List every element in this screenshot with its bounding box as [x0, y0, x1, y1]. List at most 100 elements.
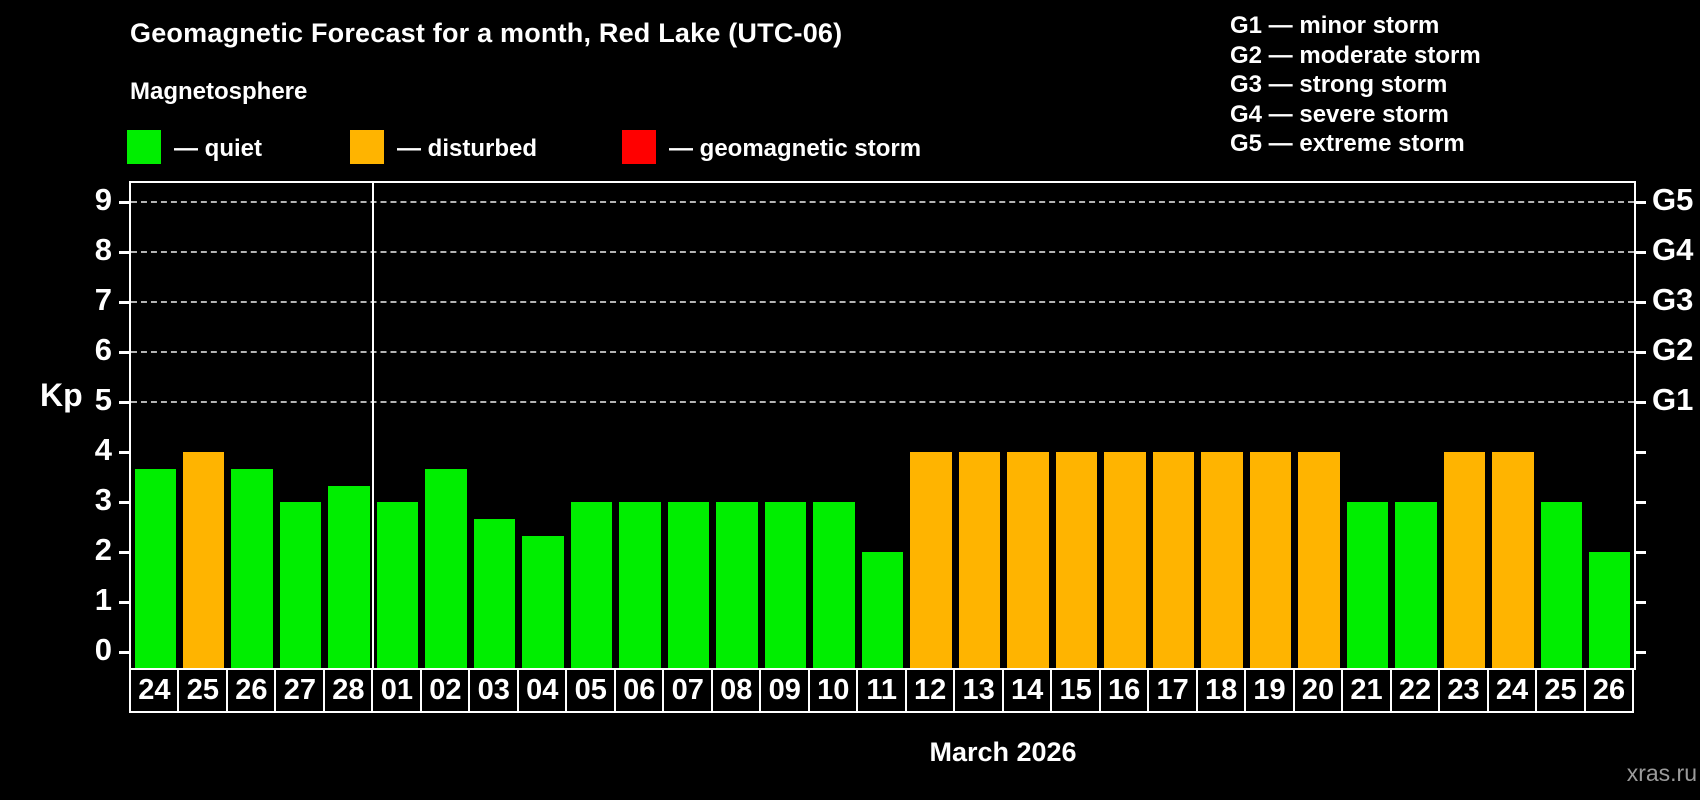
- kp-tick-label-3: 3: [94, 482, 112, 517]
- kp-tick-left: [119, 350, 129, 354]
- kp-bar-10: [813, 502, 855, 668]
- kp-bar-11: [861, 552, 904, 668]
- kp-tick-right: [1636, 550, 1646, 554]
- kp-tick-right: [1636, 600, 1646, 604]
- date-label-4: 28: [322, 668, 374, 713]
- kp-bar-08: [716, 502, 758, 668]
- date-label-2: 26: [225, 668, 277, 713]
- gridline-g2: [131, 351, 1634, 353]
- g-tick-label-g1: G1: [1652, 382, 1694, 417]
- kp-tick-left: [119, 650, 129, 654]
- kp-axis-label: Kp: [40, 377, 83, 413]
- kp-bar-09: [764, 502, 807, 668]
- kp-tick-right: [1636, 500, 1646, 504]
- kp-tick-label-9: 9: [94, 182, 112, 217]
- date-label-1: 25: [177, 668, 229, 713]
- date-label-6: 02: [419, 668, 471, 713]
- g-tick-label-g5: G5: [1652, 182, 1694, 217]
- kp-bar-12: [910, 452, 952, 668]
- date-label-25: 21: [1341, 668, 1392, 713]
- date-label-19: 15: [1050, 668, 1102, 713]
- storm-legend-label: — geomagnetic storm: [669, 135, 922, 162]
- kp-bar-24: [1492, 452, 1534, 668]
- kp-tick-left: [119, 400, 129, 404]
- date-label-22: 18: [1195, 668, 1247, 713]
- g-tick-label-g4: G4: [1652, 232, 1694, 267]
- date-label-17: 13: [953, 668, 1005, 713]
- kp-bar-22: [1395, 502, 1437, 668]
- kp-bar-14: [1007, 452, 1049, 668]
- g4-legend-line: G4 — severe storm: [1230, 100, 1449, 128]
- plot-area: [129, 181, 1636, 670]
- kp-bar-26: [1589, 552, 1631, 668]
- kp-bar-13: [958, 452, 1001, 668]
- date-label-21: 17: [1147, 668, 1199, 713]
- kp-tick-left: [119, 300, 129, 304]
- g3-legend-line: G3 — strong storm: [1230, 71, 1448, 99]
- date-label-27: 23: [1438, 668, 1489, 713]
- date-label-30: 26: [1583, 668, 1635, 713]
- month-label: March 2026: [929, 737, 1077, 767]
- kp-bar-28: [328, 485, 370, 668]
- kp-tick-label-6: 6: [94, 332, 112, 367]
- date-label-11: 07: [662, 668, 714, 713]
- g1-legend-line: G1 — minor storm: [1230, 12, 1440, 39]
- kp-bar-19: [1249, 452, 1292, 668]
- kp-tick-right: [1636, 300, 1646, 304]
- kp-bar-23: [1443, 452, 1486, 668]
- kp-bar-02: [425, 468, 467, 668]
- kp-tick-right: [1636, 650, 1646, 654]
- date-label-23: 19: [1244, 668, 1295, 713]
- date-label-0: 24: [129, 668, 180, 713]
- kp-bar-16: [1104, 452, 1146, 668]
- kp-bar-18: [1201, 452, 1243, 668]
- date-label-7: 03: [468, 668, 520, 713]
- gridline-g3: [131, 301, 1634, 303]
- kp-bar-25: [1540, 502, 1582, 668]
- gridline-g4: [131, 251, 1634, 253]
- kp-bar-17: [1152, 452, 1195, 668]
- kp-tick-label-2: 2: [94, 532, 112, 567]
- date-label-12: 08: [710, 668, 762, 713]
- date-label-5: 01: [371, 668, 423, 713]
- date-label-20: 16: [1098, 668, 1150, 713]
- kp-tick-left: [119, 250, 129, 254]
- kp-bar-15: [1055, 452, 1098, 668]
- quiet-legend-label: — quiet: [174, 135, 262, 162]
- storm-color-swatch: [622, 130, 656, 164]
- g-tick-label-g2: G2: [1652, 332, 1694, 367]
- kp-bar-26: [231, 468, 273, 668]
- kp-tick-label-0: 0: [94, 632, 112, 667]
- kp-bar-25: [182, 452, 225, 668]
- kp-tick-right: [1636, 250, 1646, 254]
- watermark: xras.ru: [1626, 760, 1697, 786]
- kp-tick-left: [119, 500, 129, 504]
- page-title: Geomagnetic Forecast for a month, Red La…: [130, 18, 843, 48]
- date-label-26: 22: [1389, 668, 1441, 713]
- date-label-24: 20: [1292, 668, 1344, 713]
- magnetosphere-label: Magnetosphere: [130, 78, 308, 105]
- kp-tick-left: [119, 200, 129, 204]
- kp-bar-21: [1346, 502, 1389, 668]
- kp-tick-label-1: 1: [94, 582, 112, 617]
- gridline-g5: [131, 201, 1634, 203]
- date-label-9: 05: [565, 668, 617, 713]
- month-separator-line: [372, 183, 375, 668]
- kp-tick-right: [1636, 350, 1646, 354]
- kp-bar-01: [376, 502, 419, 668]
- kp-tick-label-7: 7: [94, 282, 112, 317]
- kp-bar-20: [1298, 452, 1340, 668]
- kp-bar-24: [134, 468, 176, 668]
- g-tick-label-g3: G3: [1652, 282, 1694, 317]
- kp-tick-label-8: 8: [94, 232, 112, 267]
- kp-bar-04: [522, 535, 564, 668]
- date-label-14: 10: [807, 668, 859, 713]
- kp-tick-left: [119, 550, 129, 554]
- date-label-28: 24: [1486, 668, 1538, 713]
- date-label-13: 09: [759, 668, 811, 713]
- kp-tick-right: [1636, 450, 1646, 454]
- date-label-18: 14: [1001, 668, 1053, 713]
- kp-tick-label-4: 4: [94, 432, 112, 467]
- date-label-8: 04: [516, 668, 568, 713]
